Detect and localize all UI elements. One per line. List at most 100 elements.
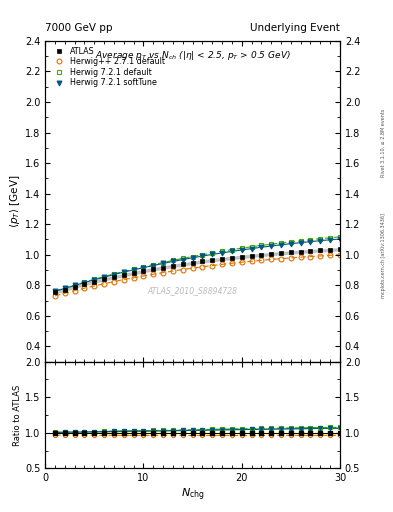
Herwig++ 2.7.1 default <box>171 268 175 274</box>
Line: Herwig++ 2.7.1 default: Herwig++ 2.7.1 default <box>53 252 342 298</box>
ATLAS <box>259 252 264 258</box>
Herwig++ 2.7.1 default <box>298 254 303 260</box>
ATLAS <box>161 265 165 271</box>
Herwig 7.2.1 softTune <box>230 248 234 254</box>
Text: ATLAS_2010_S8894728: ATLAS_2010_S8894728 <box>147 287 238 295</box>
Herwig 7.2.1 default <box>200 252 205 258</box>
Herwig++ 2.7.1 default <box>53 293 57 299</box>
Herwig++ 2.7.1 default <box>269 257 274 263</box>
ATLAS <box>230 255 234 261</box>
Herwig 7.2.1 default <box>131 266 136 272</box>
Herwig++ 2.7.1 default <box>112 279 116 285</box>
ATLAS <box>200 259 205 265</box>
Herwig 7.2.1 softTune <box>259 244 264 250</box>
Herwig++ 2.7.1 default <box>161 269 165 275</box>
ATLAS <box>328 247 332 253</box>
ATLAS <box>279 250 283 257</box>
Text: Underlying Event: Underlying Event <box>250 23 340 33</box>
Herwig 7.2.1 default <box>249 244 254 250</box>
Text: Average $p_T$ vs $N_{ch}$ ($|\eta|$ < 2.5, $p_T$ > 0.5 GeV): Average $p_T$ vs $N_{ch}$ ($|\eta|$ < 2.… <box>95 49 290 62</box>
Herwig++ 2.7.1 default <box>151 271 156 278</box>
Herwig 7.2.1 softTune <box>161 260 165 266</box>
Herwig 7.2.1 softTune <box>102 274 107 280</box>
ATLAS <box>220 256 224 262</box>
Herwig++ 2.7.1 default <box>102 281 107 287</box>
Herwig++ 2.7.1 default <box>72 288 77 294</box>
Herwig 7.2.1 default <box>82 279 87 285</box>
Herwig 7.2.1 softTune <box>249 246 254 252</box>
Line: ATLAS: ATLAS <box>53 247 342 294</box>
Herwig 7.2.1 softTune <box>288 241 293 247</box>
Herwig 7.2.1 default <box>269 241 274 247</box>
Herwig++ 2.7.1 default <box>180 266 185 272</box>
Herwig 7.2.1 default <box>180 255 185 262</box>
ATLAS <box>82 281 87 287</box>
Herwig 7.2.1 default <box>112 271 116 277</box>
Herwig 7.2.1 softTune <box>82 280 87 286</box>
Herwig 7.2.1 softTune <box>269 243 274 249</box>
Herwig 7.2.1 default <box>190 253 195 260</box>
Herwig++ 2.7.1 default <box>279 255 283 262</box>
Herwig++ 2.7.1 default <box>338 252 342 258</box>
Herwig 7.2.1 softTune <box>72 282 77 288</box>
ATLAS <box>171 263 175 269</box>
Herwig++ 2.7.1 default <box>121 276 126 283</box>
ATLAS <box>102 276 107 283</box>
ATLAS <box>72 284 77 290</box>
Herwig 7.2.1 default <box>161 260 165 266</box>
Herwig 7.2.1 softTune <box>308 239 313 245</box>
Herwig++ 2.7.1 default <box>210 263 215 269</box>
Herwig 7.2.1 default <box>72 282 77 288</box>
Herwig 7.2.1 default <box>279 240 283 246</box>
Herwig 7.2.1 softTune <box>338 236 342 242</box>
ATLAS <box>239 254 244 260</box>
ATLAS <box>121 272 126 278</box>
Herwig 7.2.1 default <box>328 234 332 241</box>
Herwig 7.2.1 default <box>230 247 234 253</box>
Herwig 7.2.1 default <box>102 273 107 280</box>
Herwig 7.2.1 softTune <box>210 251 215 258</box>
Herwig++ 2.7.1 default <box>92 283 97 289</box>
Herwig 7.2.1 default <box>53 288 57 294</box>
Herwig 7.2.1 default <box>171 258 175 264</box>
Herwig 7.2.1 softTune <box>328 237 332 243</box>
Herwig++ 2.7.1 default <box>141 273 146 279</box>
Y-axis label: Ratio to ATLAS: Ratio to ATLAS <box>13 385 22 445</box>
Herwig 7.2.1 default <box>239 245 244 251</box>
ATLAS <box>190 260 195 266</box>
Herwig++ 2.7.1 default <box>131 275 136 281</box>
ATLAS <box>180 261 185 267</box>
Herwig 7.2.1 softTune <box>298 240 303 246</box>
Herwig 7.2.1 softTune <box>318 238 323 244</box>
Herwig 7.2.1 softTune <box>121 269 126 275</box>
Y-axis label: $\langle p_T \rangle$ [GeV]: $\langle p_T \rangle$ [GeV] <box>8 175 22 228</box>
Herwig 7.2.1 default <box>338 234 342 240</box>
Line: Herwig 7.2.1 softTune: Herwig 7.2.1 softTune <box>53 237 342 294</box>
Text: Rivet 3.1.10, ≥ 2.8M events: Rivet 3.1.10, ≥ 2.8M events <box>381 109 386 178</box>
ATLAS <box>53 289 57 295</box>
ATLAS <box>249 253 254 259</box>
ATLAS <box>308 248 313 254</box>
Herwig 7.2.1 softTune <box>62 285 67 291</box>
Herwig 7.2.1 softTune <box>171 259 175 265</box>
Herwig 7.2.1 softTune <box>141 265 146 271</box>
Herwig 7.2.1 default <box>298 238 303 244</box>
ATLAS <box>141 268 146 274</box>
ATLAS <box>318 247 323 253</box>
ATLAS <box>112 274 116 280</box>
Herwig++ 2.7.1 default <box>288 255 293 261</box>
Herwig++ 2.7.1 default <box>190 265 195 271</box>
Herwig 7.2.1 softTune <box>131 267 136 273</box>
ATLAS <box>338 246 342 252</box>
ATLAS <box>288 249 293 255</box>
Herwig 7.2.1 default <box>210 250 215 256</box>
X-axis label: $N_{\mathrm{chg}}$: $N_{\mathrm{chg}}$ <box>181 486 204 502</box>
Herwig++ 2.7.1 default <box>200 264 205 270</box>
Herwig 7.2.1 softTune <box>239 247 244 253</box>
ATLAS <box>151 266 156 272</box>
Herwig 7.2.1 default <box>121 268 126 274</box>
Herwig++ 2.7.1 default <box>220 261 224 267</box>
Herwig++ 2.7.1 default <box>259 258 264 264</box>
Herwig 7.2.1 softTune <box>92 276 97 283</box>
ATLAS <box>92 279 97 285</box>
